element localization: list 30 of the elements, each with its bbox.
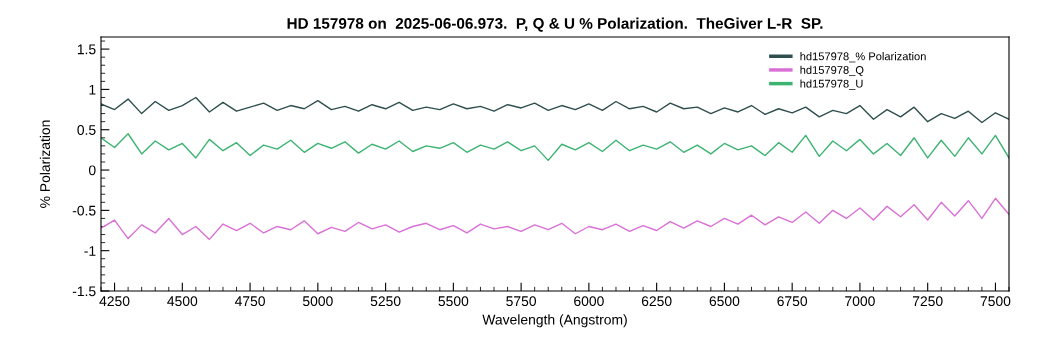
x-tick-label: 7500 <box>980 296 1011 307</box>
x-tick-label: 6000 <box>574 296 604 307</box>
x-tick-label: 7250 <box>912 296 943 307</box>
y-tick-label: 0.5 <box>77 125 96 135</box>
y-tick-label: 1 <box>89 84 96 95</box>
line-series <box>101 96 1009 124</box>
x-tick-label: 6750 <box>777 296 808 307</box>
y-tick-label: -1.5 <box>72 286 96 297</box>
x-tick-label: 5000 <box>302 296 333 307</box>
x-tick-label: 5750 <box>506 296 537 307</box>
legend-label: hd157978_% Polarization <box>800 52 926 63</box>
x-tick-label: 5250 <box>370 296 401 307</box>
x-tick-label: 6250 <box>641 296 672 307</box>
x-tick-label: 7000 <box>845 296 875 307</box>
legend-label: hd157978_Q <box>800 65 864 77</box>
line-series <box>101 133 1009 162</box>
legend-label: hd157978_U <box>800 79 863 90</box>
x-tick-label: 4250 <box>99 296 130 307</box>
line-series <box>101 197 1009 241</box>
y-tick-label: -0.5 <box>72 205 96 216</box>
x-tick-label: 6500 <box>709 296 740 307</box>
chart-title: HD 157978 on 2025-06-06.973. P, Q & U % Polarization. TheGiver L-R SP. <box>287 17 823 32</box>
x-tick-label: 4500 <box>167 296 198 307</box>
y-tick-label: 1.5 <box>77 44 96 55</box>
y-tick-label: 0 <box>88 165 96 176</box>
y-tick-label: -1 <box>84 246 96 256</box>
x-axis-title: Wavelength (Angstrom) <box>482 314 627 328</box>
x-tick-label: 4750 <box>234 296 265 307</box>
x-tick-label: 5500 <box>438 296 469 307</box>
y-axis-title: % Polarization <box>39 120 51 208</box>
